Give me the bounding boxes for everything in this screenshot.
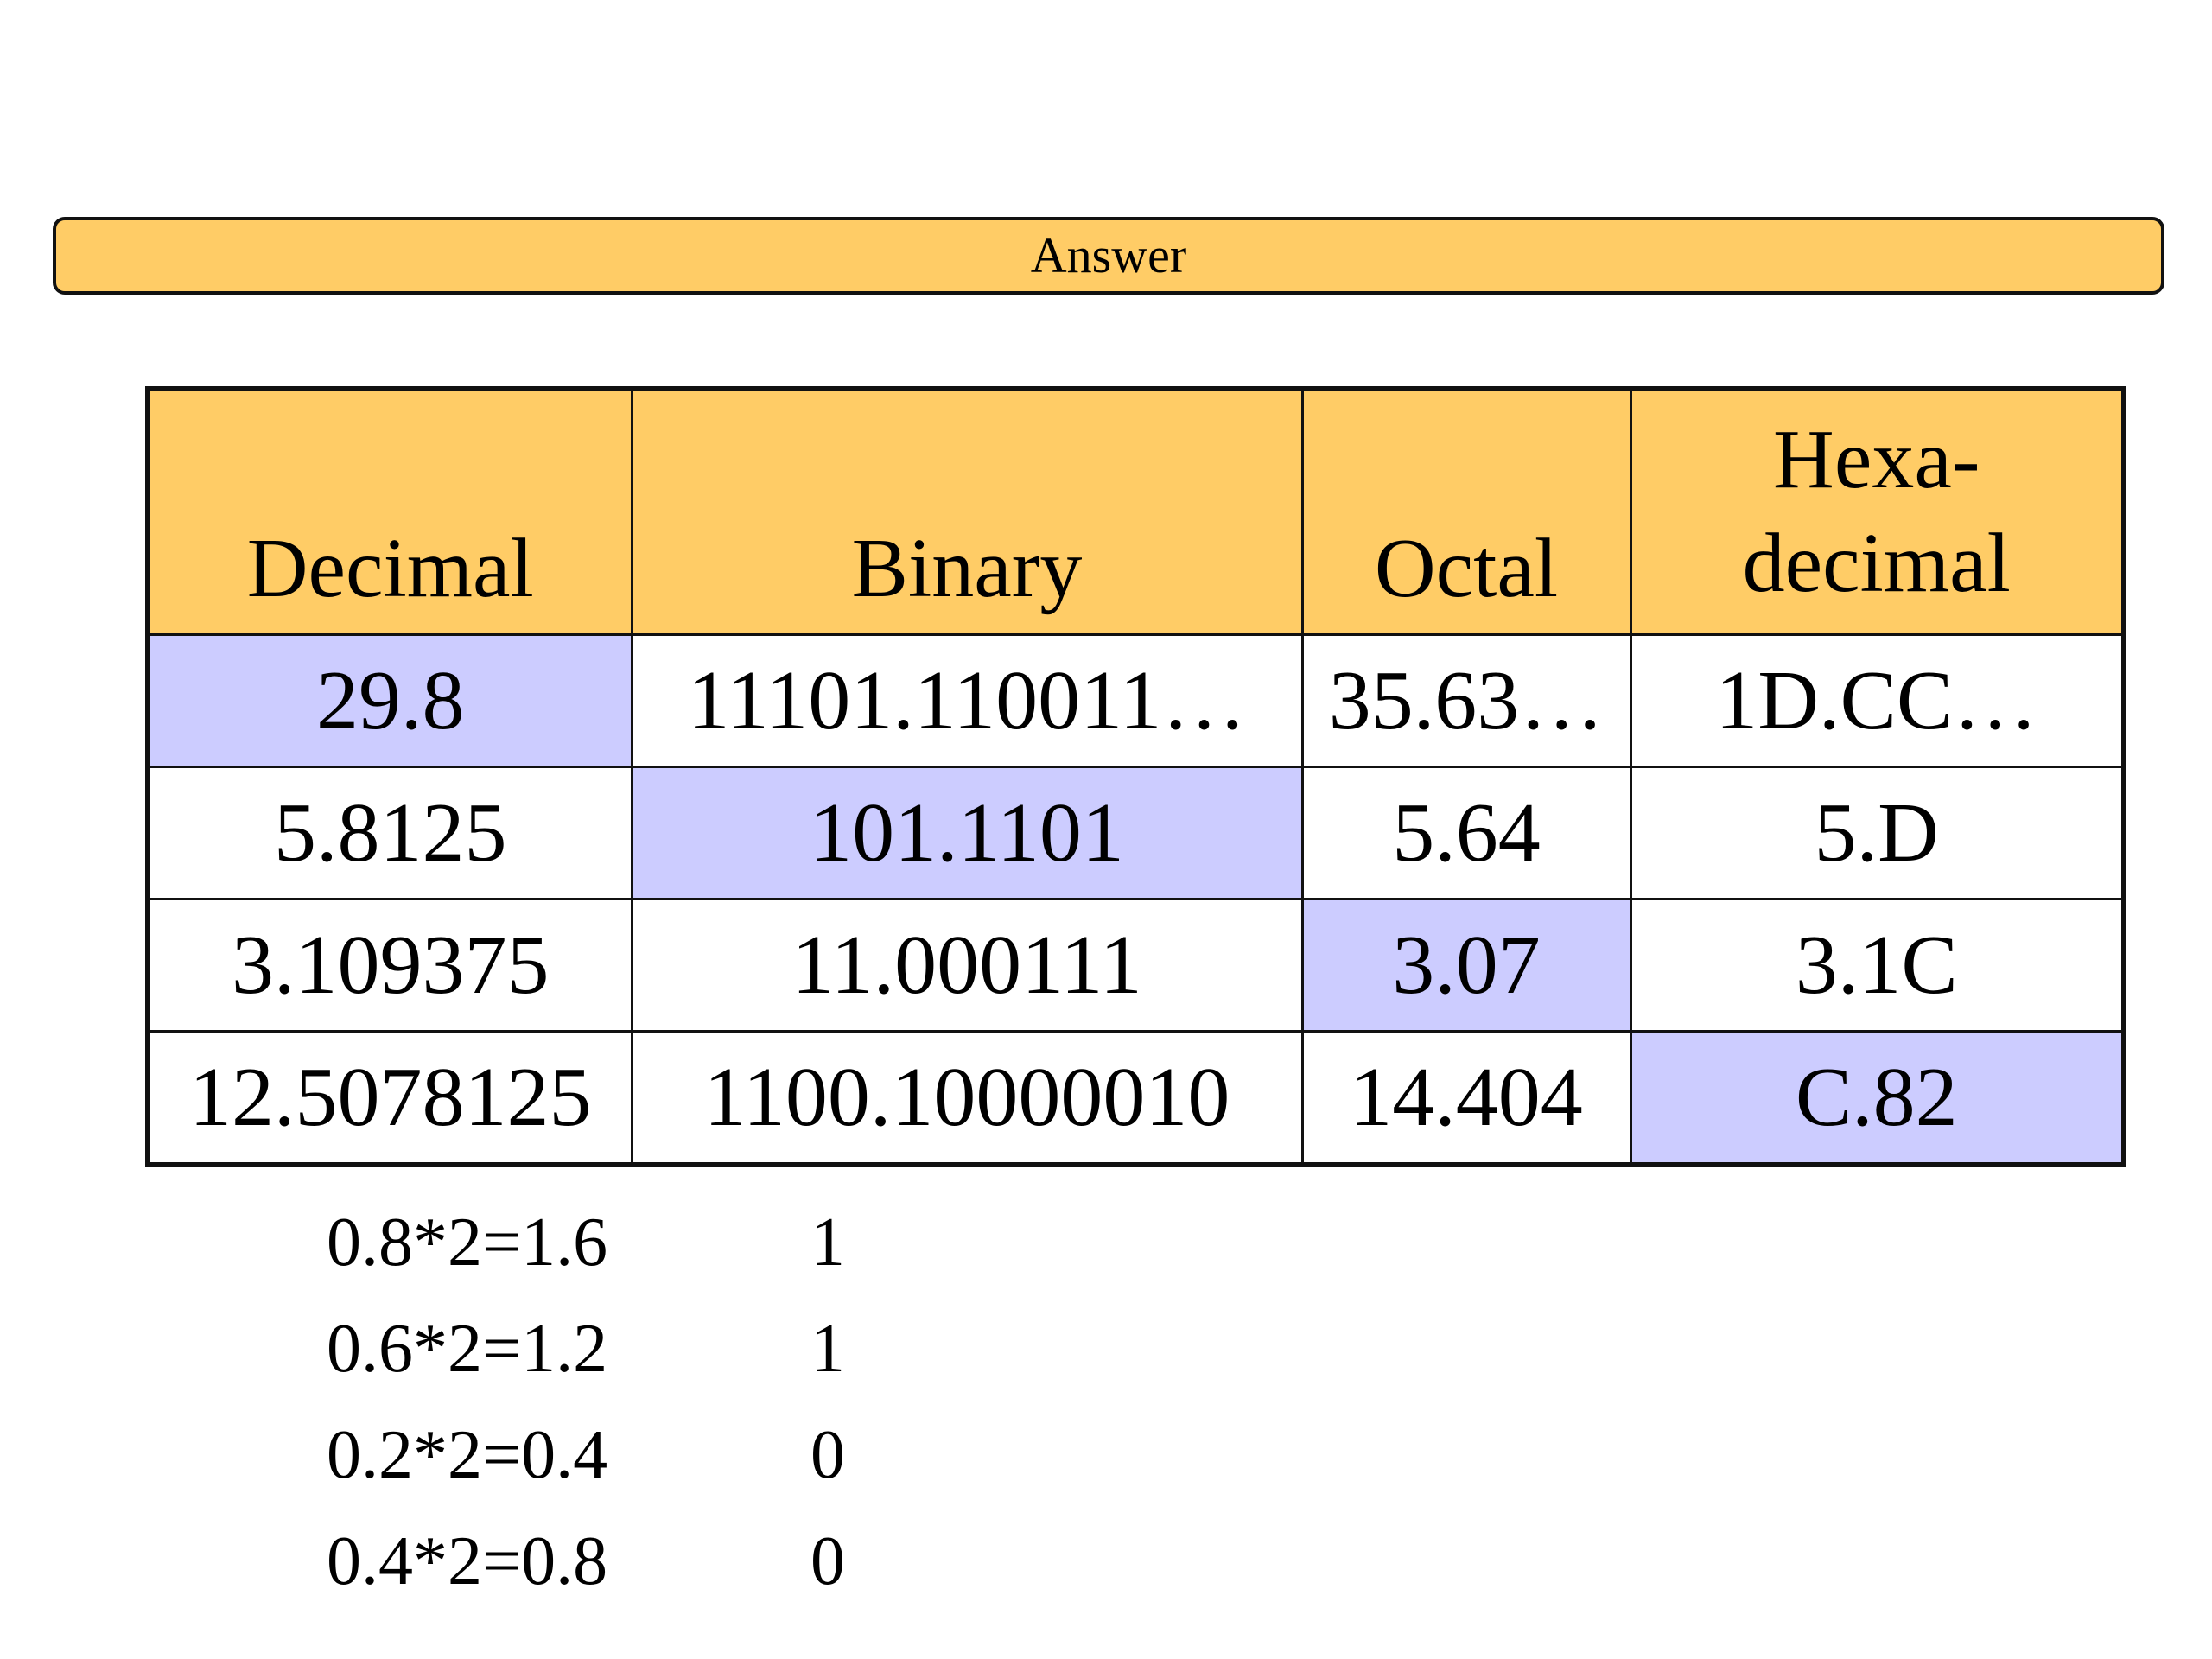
header-hex-line1: Hexa- (1773, 413, 1980, 507)
cell-decimal: 5.8125 (146, 765, 633, 900)
cell-binary: 11101.110011… (630, 632, 1304, 768)
step-bit: 0 (810, 1417, 845, 1493)
cell-hex: 5.D (1629, 765, 2126, 900)
conversion-table: Decimal Binary Octal Hexa-decimal 29.8 1… (145, 386, 2126, 1167)
step-row: 0.6*2=1.2 1 (327, 1314, 880, 1421)
step-bit: 0 (810, 1523, 845, 1599)
step-bit: 1 (810, 1311, 845, 1387)
cell-octal: 14.404 (1300, 1029, 1632, 1166)
fraction-conversion-steps: 0.8*2=1.6 1 0.6*2=1.2 1 0.2*2=0.4 0 0.4*… (327, 1208, 880, 1633)
table-row: 3.109375 11.000111 3.07 3.1C (146, 897, 2126, 1033)
cell-hex: C.82 (1629, 1029, 2126, 1166)
answer-label: Answer (1030, 227, 1187, 283)
header-octal: Octal (1300, 387, 1632, 636)
cell-binary: 11.000111 (630, 897, 1304, 1033)
header-hexadecimal: Hexa-decimal (1629, 387, 2126, 636)
step-expression: 0.8*2=1.6 (327, 1205, 608, 1281)
step-row: 0.2*2=0.4 0 (327, 1421, 880, 1527)
answer-banner: Answer (53, 217, 2164, 295)
step-row: 0.4*2=0.8 0 (327, 1527, 880, 1633)
table-row: 5.8125 101.1101 5.64 5.D (146, 765, 2126, 900)
step-expression: 0.2*2=0.4 (327, 1417, 608, 1493)
cell-octal: 35.63… (1300, 632, 1632, 768)
table-row: 29.8 11101.110011… 35.63… 1D.CC… (146, 632, 2126, 768)
cell-decimal: 29.8 (146, 632, 633, 768)
header-decimal: Decimal (146, 387, 633, 636)
header-binary: Binary (630, 387, 1304, 636)
step-expression: 0.4*2=0.8 (327, 1523, 608, 1599)
cell-decimal: 3.109375 (146, 897, 633, 1033)
table-row: 12.5078125 1100.10000010 14.404 C.82 (146, 1029, 2126, 1166)
cell-octal: 3.07 (1300, 897, 1632, 1033)
step-row: 0.8*2=1.6 1 (327, 1208, 880, 1314)
cell-decimal: 12.5078125 (146, 1029, 633, 1166)
step-expression: 0.6*2=1.2 (327, 1311, 608, 1387)
table-header-row: Decimal Binary Octal Hexa-decimal (146, 387, 2126, 636)
header-hex-line2: decimal (1742, 516, 2011, 610)
cell-octal: 5.64 (1300, 765, 1632, 900)
cell-hex: 3.1C (1629, 897, 2126, 1033)
cell-binary: 1100.10000010 (630, 1029, 1304, 1166)
step-bit: 1 (810, 1205, 845, 1281)
cell-hex: 1D.CC… (1629, 632, 2126, 768)
cell-binary: 101.1101 (630, 765, 1304, 900)
